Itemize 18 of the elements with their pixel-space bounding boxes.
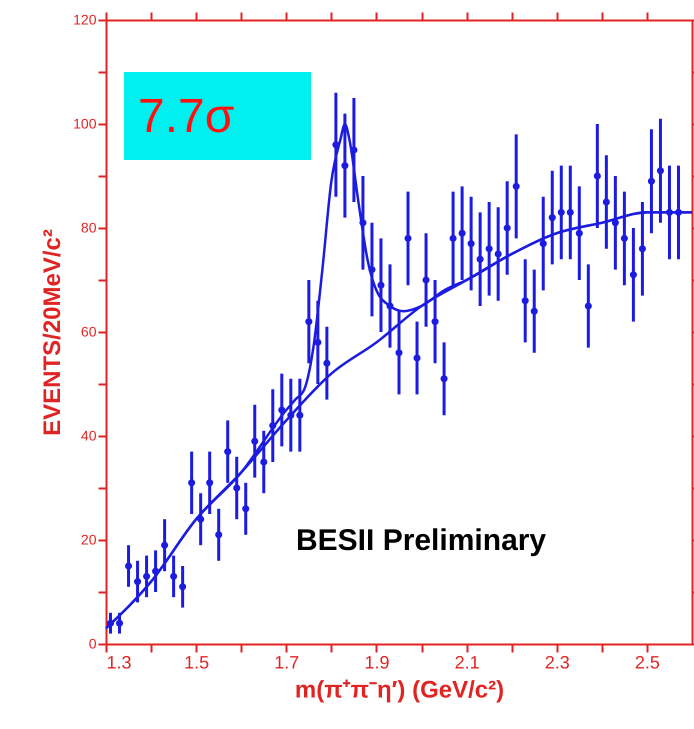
annotation: BESII Preliminary	[296, 524, 546, 557]
y-tick-label: 120	[73, 12, 97, 28]
y-tick-label: 40	[80, 428, 97, 444]
x-tick-label: 2.5	[634, 652, 660, 672]
y-axis-title: EVENTS/20MeV/c²	[39, 229, 66, 436]
y-tick-label: 100	[73, 116, 97, 132]
x-tick-label: 1.9	[364, 652, 390, 672]
y-tick-label: 20	[80, 532, 97, 548]
x-tick-label: 2.1	[454, 652, 480, 672]
y-tick-label: 0	[88, 636, 97, 652]
x-tick-label: 1.7	[274, 652, 300, 672]
x-tick-label: 2.3	[544, 652, 570, 672]
x-tick-label: 1.5	[184, 652, 210, 672]
annotation: 7.7σ	[138, 90, 234, 143]
x-axis-title: m(π⁺π⁻η′) (GeV/c²)	[294, 676, 504, 704]
x-tick-label: 1.3	[106, 652, 132, 672]
y-tick-label: 60	[80, 324, 97, 340]
y-tick-label: 80	[80, 220, 97, 236]
